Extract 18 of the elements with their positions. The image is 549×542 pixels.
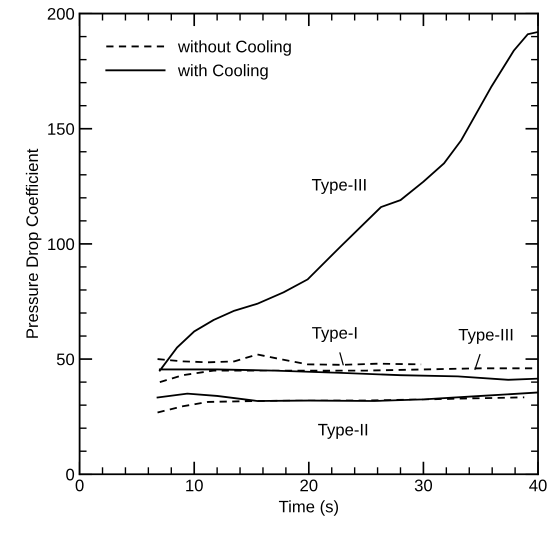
- annotation: Type-I: [312, 327, 356, 342]
- annotation: Type-III: [458, 328, 512, 344]
- y-tick-label: 100: [48, 238, 74, 250]
- annotation: Type-III: [312, 179, 366, 194]
- y-tick-label: 150: [48, 123, 74, 135]
- annotation: Type-II: [318, 424, 368, 439]
- x-tick-label: 30: [414, 480, 432, 492]
- legend-label: without Cooling: [178, 40, 291, 56]
- y-tick-label: 200: [48, 8, 74, 20]
- x-tick-label: 10: [186, 480, 203, 492]
- y-tick-label: 0: [66, 468, 74, 480]
- x-tick-label: 20: [300, 480, 318, 492]
- x-tick-label: 40: [529, 480, 547, 492]
- x-tick-label: 0: [76, 480, 84, 492]
- x-axis-title: Time (s): [278, 500, 338, 516]
- y-axis-title: Pressure Drop Coefficient: [26, 148, 42, 338]
- y-tick-label: 50: [56, 353, 74, 366]
- legend-label: with Cooling: [178, 64, 268, 80]
